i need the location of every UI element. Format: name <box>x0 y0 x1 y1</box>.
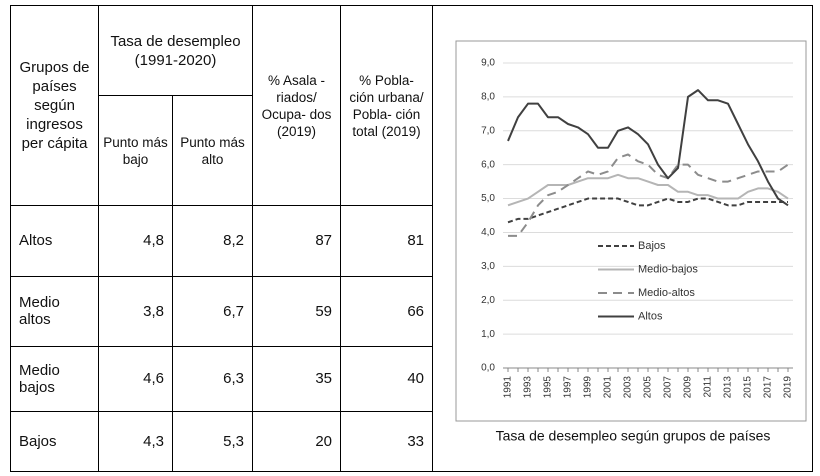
x-tick-label: 1991 <box>503 376 514 399</box>
row-label: Medio altos <box>10 275 99 347</box>
cell: 4,3 <box>98 410 173 473</box>
header-cell: Grupos de países según ingresos per cápi… <box>10 4 99 207</box>
chart-cell: Tasa de desempleo según grupos de países… <box>432 5 814 472</box>
x-tick-label: 1993 <box>523 376 534 399</box>
header-cell: Tasa de desempleo (1991-2020) <box>97 4 254 97</box>
data-table: Grupos de países según ingresos per cápi… <box>10 4 814 473</box>
x-tick-label: 2005 <box>643 376 654 399</box>
y-tick-label: 2,0 <box>481 295 495 306</box>
cell: 87 <box>252 205 342 277</box>
row-label: Altos <box>10 205 99 277</box>
y-tick-label: 1,0 <box>481 329 495 340</box>
header-cell: Punto más bajo <box>98 95 173 207</box>
row-label: Medio bajos <box>10 345 99 412</box>
cell: 33 <box>340 410 434 473</box>
x-tick-label: 1997 <box>563 376 574 399</box>
x-tick-label: 2019 <box>783 376 794 399</box>
cell: 40 <box>340 345 434 412</box>
header-cell: % Pobla- ción urbana/ Pobla- ción total … <box>340 4 434 207</box>
x-tick-label: 2003 <box>623 376 634 399</box>
row-label: Bajos <box>10 410 99 473</box>
x-tick-label: 1999 <box>583 376 594 399</box>
y-tick-label: 9,0 <box>481 58 495 69</box>
x-tick-label: 2017 <box>763 376 774 399</box>
series-line <box>507 89 789 207</box>
x-tick-label: 2015 <box>743 376 754 399</box>
cell: 35 <box>252 345 342 412</box>
cell: 4,6 <box>98 345 173 412</box>
cell: 5,3 <box>171 410 254 473</box>
x-tick-label: 2009 <box>683 376 694 399</box>
chart-frame <box>455 40 807 422</box>
cell: 6,7 <box>171 275 254 347</box>
cell: 6,3 <box>171 345 254 412</box>
legend-label: Altos <box>638 310 663 322</box>
x-tick-label: 2001 <box>603 376 614 399</box>
legend-label: Medio-altos <box>638 287 695 299</box>
y-tick-label: 6,0 <box>481 159 495 170</box>
header-cell: % Asala -riados/ Ocupa- dos (2019) <box>252 4 342 207</box>
cell: 20 <box>252 410 342 473</box>
cell: 66 <box>340 275 434 347</box>
header-cell: Punto más alto <box>171 95 254 207</box>
series-line <box>507 173 789 207</box>
x-tick-label: 2013 <box>723 376 734 399</box>
legend-label: Bajos <box>638 240 666 252</box>
x-tick-label: 2007 <box>663 376 674 399</box>
chart: Tasa de desempleo según grupos de países… <box>455 40 807 444</box>
x-tick-label: 2011 <box>703 376 714 398</box>
y-tick-label: 3,0 <box>481 261 495 272</box>
cell: 4,8 <box>98 205 173 277</box>
series-line <box>508 153 789 237</box>
legend-label: Medio-bajos <box>638 263 698 275</box>
cell: 59 <box>252 275 342 347</box>
y-tick-label: 0,0 <box>481 363 495 374</box>
y-tick-label: 7,0 <box>481 125 495 136</box>
y-tick-label: 5,0 <box>481 193 495 204</box>
cell: 8,2 <box>171 205 254 277</box>
chart-caption: Tasa de desempleo según grupos de países <box>496 428 771 444</box>
x-tick-label: 1995 <box>543 376 554 399</box>
cell: 81 <box>340 205 434 277</box>
series-line <box>507 197 789 224</box>
cell: 3,8 <box>98 275 173 347</box>
y-tick-label: 8,0 <box>481 92 495 103</box>
y-tick-label: 4,0 <box>481 227 495 238</box>
